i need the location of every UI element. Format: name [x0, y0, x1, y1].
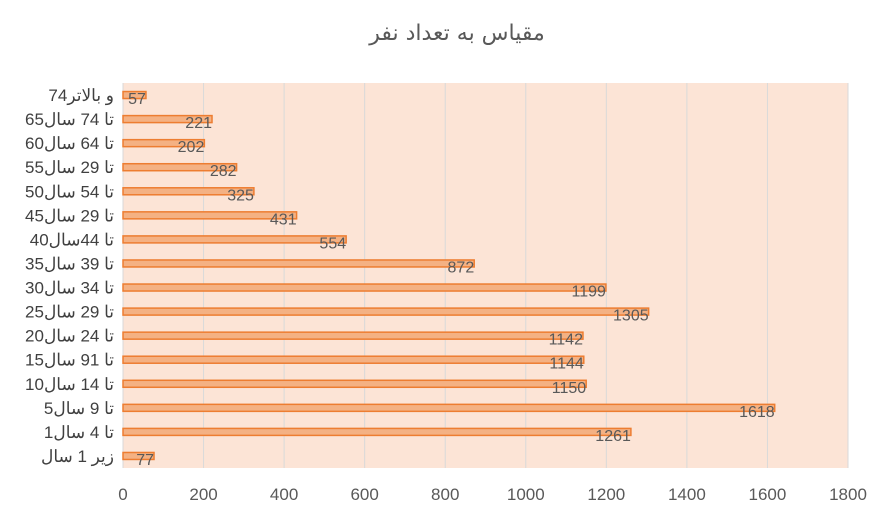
- bar: [122, 235, 347, 244]
- bar-data-label: 1144: [549, 356, 584, 373]
- bars: [122, 90, 776, 461]
- bar: [122, 355, 585, 364]
- x-tick-label: 0: [118, 485, 127, 504]
- category-label: 50تا 54 سال: [25, 182, 114, 201]
- category-label: 65تا 74 سال: [25, 110, 114, 129]
- category-label: 20تا 24 سال: [25, 327, 114, 346]
- bar: [122, 331, 584, 340]
- x-tick-label: 1200: [587, 485, 625, 504]
- bar: [122, 451, 155, 461]
- bar-data-label: 1305: [613, 308, 649, 325]
- bar: [122, 379, 587, 389]
- x-tick-label: 1600: [749, 485, 787, 504]
- bar: [122, 138, 206, 148]
- bar-data-label: 325: [227, 187, 254, 204]
- x-tick-label: 800: [431, 485, 459, 504]
- bar-data-label: 1261: [595, 428, 631, 445]
- x-tick-label: 1400: [668, 485, 706, 504]
- category-label: 55تا 29 سال: [25, 158, 114, 177]
- category-label: 45تا 29 سال: [25, 206, 114, 225]
- bar-data-label: 1199: [572, 284, 607, 301]
- bar: [122, 114, 213, 124]
- category-label: 1تا 4 سال: [44, 423, 114, 442]
- bar-data-label: 1150: [552, 380, 587, 397]
- category-label: 30تا 34 سال: [25, 279, 114, 298]
- bar-data-label: 1618: [739, 404, 775, 421]
- category-label: 5تا 9 سال: [44, 399, 114, 418]
- bar-data-label: 282: [210, 163, 237, 180]
- bar-data-label: 202: [178, 139, 205, 156]
- bar: [122, 307, 650, 316]
- bar-data-label: 77: [136, 452, 154, 469]
- chart-title: مقیاس به تعداد نفر: [368, 21, 545, 46]
- category-label: 60تا 64 سال: [25, 134, 114, 153]
- category-axis: زیر 1 سال 1تا 4 سال 5تا 9 سال 10تا 14 سال 15…: [25, 86, 114, 467]
- category-label: 10تا 14 سال: [25, 375, 114, 394]
- bar-data-label: 1142: [549, 332, 584, 349]
- bar: [122, 259, 475, 268]
- x-tick-label: 600: [350, 485, 378, 504]
- category-label: زیر 1 سال: [41, 447, 114, 467]
- bar-data-label: 431: [270, 211, 297, 228]
- bar: [122, 162, 238, 172]
- bar-data-label: 872: [448, 259, 475, 276]
- bar: [122, 211, 298, 220]
- x-tick-label: 1800: [829, 485, 867, 504]
- bar: [122, 187, 255, 196]
- bar-data-label: 221: [185, 115, 212, 132]
- bar: [122, 283, 607, 292]
- bar: [122, 90, 147, 100]
- category-label: 35تا 39 سال: [25, 254, 114, 273]
- category-label: 74و بالاتر: [48, 86, 114, 106]
- category-label: 15تا 91 سال: [25, 351, 114, 370]
- bar-data-label: 57: [128, 91, 146, 108]
- bar: [122, 427, 632, 437]
- data-labels: 77 1261 1618 1150 1144 1142 1305 1199 872 554 431 3…: [128, 91, 775, 469]
- bar: [122, 403, 776, 413]
- x-tick-label: 200: [189, 485, 217, 504]
- category-label: 25تا 29 سال: [25, 303, 114, 322]
- bar-data-label: 554: [319, 235, 346, 252]
- x-tick-label: 400: [270, 485, 298, 504]
- x-tick-label: 1000: [507, 485, 545, 504]
- category-label: 40تا 44سال: [30, 230, 115, 249]
- value-axis: 0 200 400 600 800 1000 1200 1400 1600 1800: [118, 485, 867, 504]
